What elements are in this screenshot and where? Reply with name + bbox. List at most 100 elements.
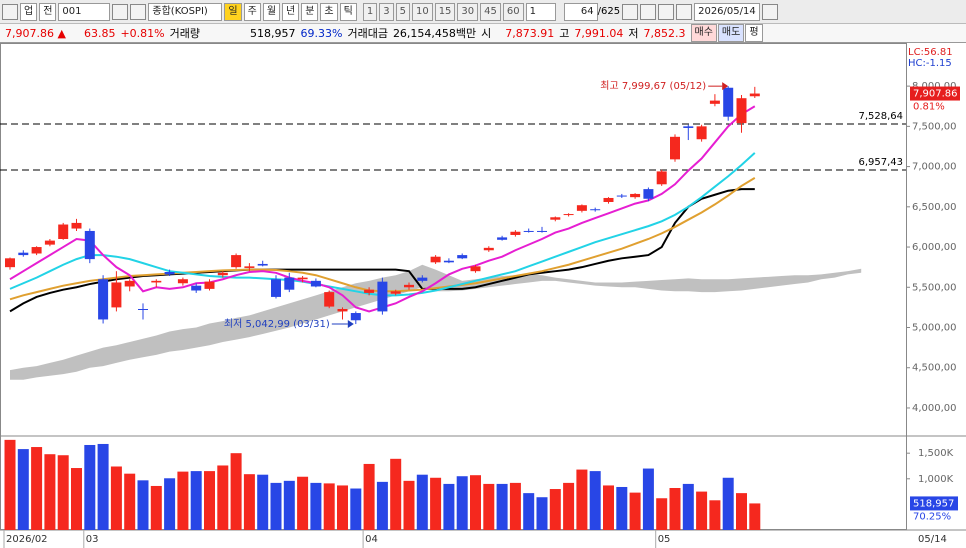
volume-bar: [443, 483, 455, 530]
volume-bar: [44, 454, 56, 530]
sound[interactable]: [130, 3, 147, 20]
label: 저: [628, 27, 639, 40]
volume-bar: [616, 486, 628, 530]
candle-body: [656, 171, 667, 185]
candle-body: [71, 222, 82, 229]
toolbar-button[interactable]: 월: [262, 2, 281, 21]
buy[interactable]: 매수: [690, 24, 717, 42]
icon[interactable]: [2, 3, 18, 20]
toolbar-button[interactable]: 10: [411, 2, 433, 21]
volume: 518,957: [250, 26, 296, 40]
volume-bar: [270, 482, 282, 530]
arrow-head: [347, 320, 354, 329]
volume-bar: [470, 475, 481, 530]
toolbar-button[interactable]: 30: [457, 2, 479, 21]
candle-body: [18, 252, 29, 256]
candle-body: [443, 260, 454, 263]
volume-bar: [456, 476, 468, 530]
y-tick-label: 7,500,00: [912, 121, 957, 132]
candle-body: [271, 279, 281, 297]
toolbar-button[interactable]: 3: [379, 2, 394, 21]
price-tag: [910, 86, 960, 101]
label: 고: [559, 27, 570, 40]
candle-body: [670, 136, 680, 160]
tool[interactable]: [640, 3, 657, 20]
candle-body: [84, 230, 95, 260]
candle-body: [244, 266, 255, 268]
toolbar-button[interactable]: 5: [395, 2, 410, 21]
y-tick-label: 4,000,00: [912, 403, 957, 414]
total: /625: [597, 6, 621, 17]
y-tick-label: 1,500K: [918, 448, 954, 459]
calendar[interactable]: [761, 3, 778, 20]
market[interactable]: 업: [20, 2, 38, 21]
volume-bar: [323, 483, 335, 530]
y-tick-label: 5,000,00: [912, 323, 957, 334]
low-note: 최저 5,042,99 (03/31): [224, 318, 330, 330]
volume-bar: [603, 485, 614, 530]
toolbar-button[interactable]: 15: [434, 2, 456, 21]
candle-body: [497, 237, 508, 240]
price: 7,907.86 ▲: [5, 26, 66, 40]
plot: [0, 86, 906, 530]
volume-bar: [177, 471, 189, 530]
volume-bar: [403, 480, 415, 530]
candle-body: [364, 289, 375, 293]
volume-rate: 70.25%: [913, 511, 951, 522]
y-tick-label: 6,000,00: [912, 242, 957, 253]
date[interactable]: 2026/05/14: [694, 2, 760, 21]
arrow-head: [722, 82, 729, 91]
volume-bar: [549, 489, 561, 530]
y-tick-label: 1,000K: [918, 474, 954, 485]
avg[interactable]: 평: [745, 24, 763, 42]
toolbar-button[interactable]: 1: [362, 2, 378, 21]
candle-body: [217, 272, 228, 276]
toolbar-button[interactable]: 주: [243, 2, 261, 21]
volume-bar: [682, 483, 694, 530]
candle-body: [310, 280, 321, 287]
code[interactable]: 001: [58, 2, 111, 21]
tool[interactable]: [622, 3, 639, 20]
page[interactable]: 64: [563, 2, 598, 21]
candle-body: [390, 291, 401, 294]
mode[interactable]: 전: [39, 2, 57, 21]
volume-bar: [4, 439, 16, 530]
volume-tag: [910, 496, 958, 511]
volume-bar: [563, 482, 575, 530]
search[interactable]: [112, 3, 129, 20]
toolbar-button[interactable]: 60: [502, 2, 524, 21]
toolbar-button[interactable]: 틱: [339, 2, 357, 21]
open: 7,873.91: [505, 26, 555, 40]
reference-label: 7,528,64: [858, 111, 903, 122]
volume-bar: [150, 485, 162, 530]
candle-body: [736, 98, 747, 124]
toolbar-button[interactable]: 분: [301, 2, 319, 21]
tool[interactable]: [658, 3, 675, 20]
candle-body: [257, 263, 268, 266]
toolbar-button[interactable]: 일: [224, 2, 242, 21]
volume-bar: [137, 480, 149, 530]
candle-body: [723, 87, 734, 117]
settings[interactable]: [676, 3, 693, 20]
candle-body: [5, 258, 15, 268]
count[interactable]: 1: [525, 2, 556, 21]
label: 거래량: [169, 27, 200, 40]
high: 7,991.04: [574, 26, 624, 40]
toolbar-button[interactable]: 45: [480, 2, 501, 21]
candle-body: [231, 255, 242, 268]
volume-bar: [124, 473, 136, 530]
candle-body: [616, 195, 627, 197]
volume-bar: [71, 468, 82, 530]
y-tick-label: 5,500,00: [912, 282, 957, 293]
candle-body: [430, 256, 441, 263]
volume-bar: [31, 447, 43, 530]
volume-bar: [656, 498, 668, 530]
toolbar-button[interactable]: 년: [282, 2, 300, 21]
volume-bar: [350, 488, 362, 530]
candle-body: [696, 126, 707, 140]
toolbar-button[interactable]: 초: [320, 2, 338, 21]
sell[interactable]: 매도: [717, 24, 745, 42]
